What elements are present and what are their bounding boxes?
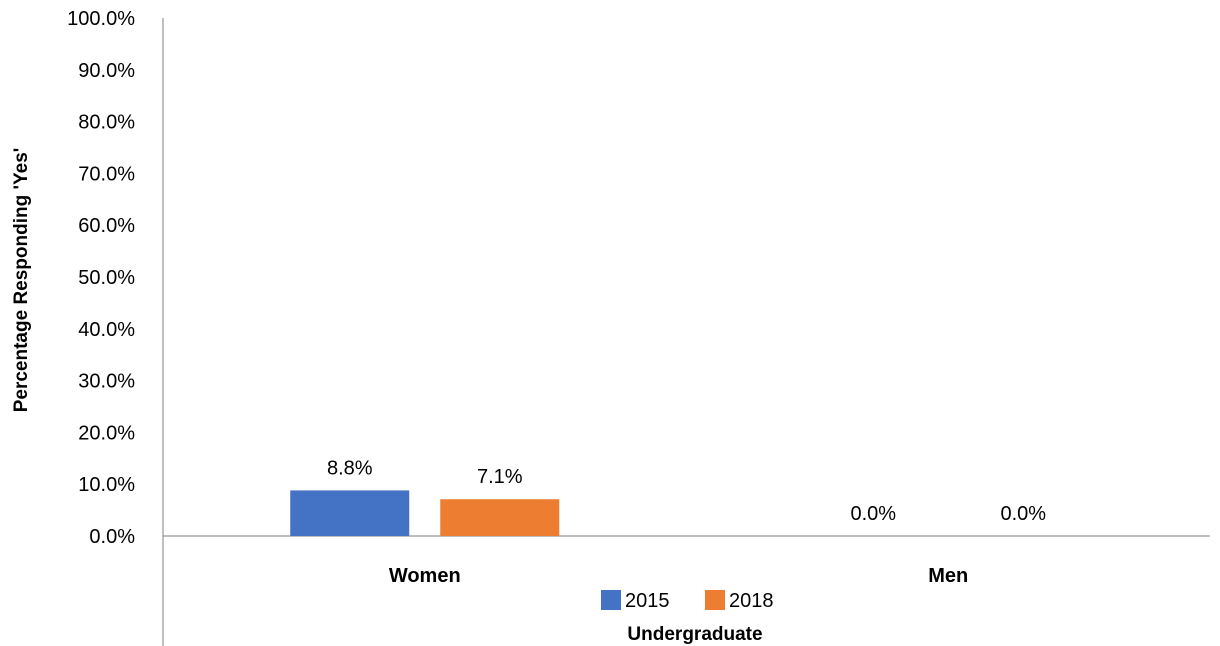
- y-axis-title: Percentage Responding 'Yes': [11, 148, 32, 413]
- legend-swatch-2015: [601, 590, 621, 610]
- category-label-women: Women: [389, 565, 461, 587]
- bar-2015-women: [290, 490, 410, 536]
- y-tick-label: 70.0%: [78, 163, 135, 185]
- y-tick-label: 90.0%: [78, 60, 135, 82]
- data-label: 7.1%: [477, 466, 523, 488]
- y-tick-label: 10.0%: [78, 474, 135, 496]
- y-axis-ticks: 0.0% 10.0% 20.0% 30.0% 40.0% 50.0% 60.0% 70.0% 8…: [67, 8, 135, 548]
- data-label: 0.0%: [850, 503, 896, 525]
- y-tick-label: 20.0%: [78, 422, 135, 444]
- data-labels-group: 8.8% 7.1% 0.0% 0.0%: [327, 457, 1046, 525]
- y-tick-label: 30.0%: [78, 371, 135, 393]
- bar-2018-women: [440, 499, 560, 536]
- legend-label-2018: 2018: [729, 590, 774, 612]
- y-tick-label: 80.0%: [78, 112, 135, 134]
- y-tick-label: 60.0%: [78, 215, 135, 237]
- y-tick-label: 100.0%: [67, 8, 135, 30]
- legend-label-2015: 2015: [625, 590, 670, 612]
- y-tick-label: 40.0%: [78, 319, 135, 341]
- data-label: 0.0%: [1000, 503, 1046, 525]
- legend: 2015 2018: [601, 590, 774, 612]
- bars-group: [290, 490, 560, 536]
- x-axis-title: Undergraduate: [627, 624, 762, 645]
- y-tick-label: 50.0%: [78, 267, 135, 289]
- legend-swatch-2018: [705, 590, 725, 610]
- category-label-men: Men: [928, 565, 968, 587]
- category-labels-group: Women Men: [389, 565, 968, 587]
- data-label: 8.8%: [327, 457, 373, 479]
- y-tick-label: 0.0%: [89, 526, 135, 548]
